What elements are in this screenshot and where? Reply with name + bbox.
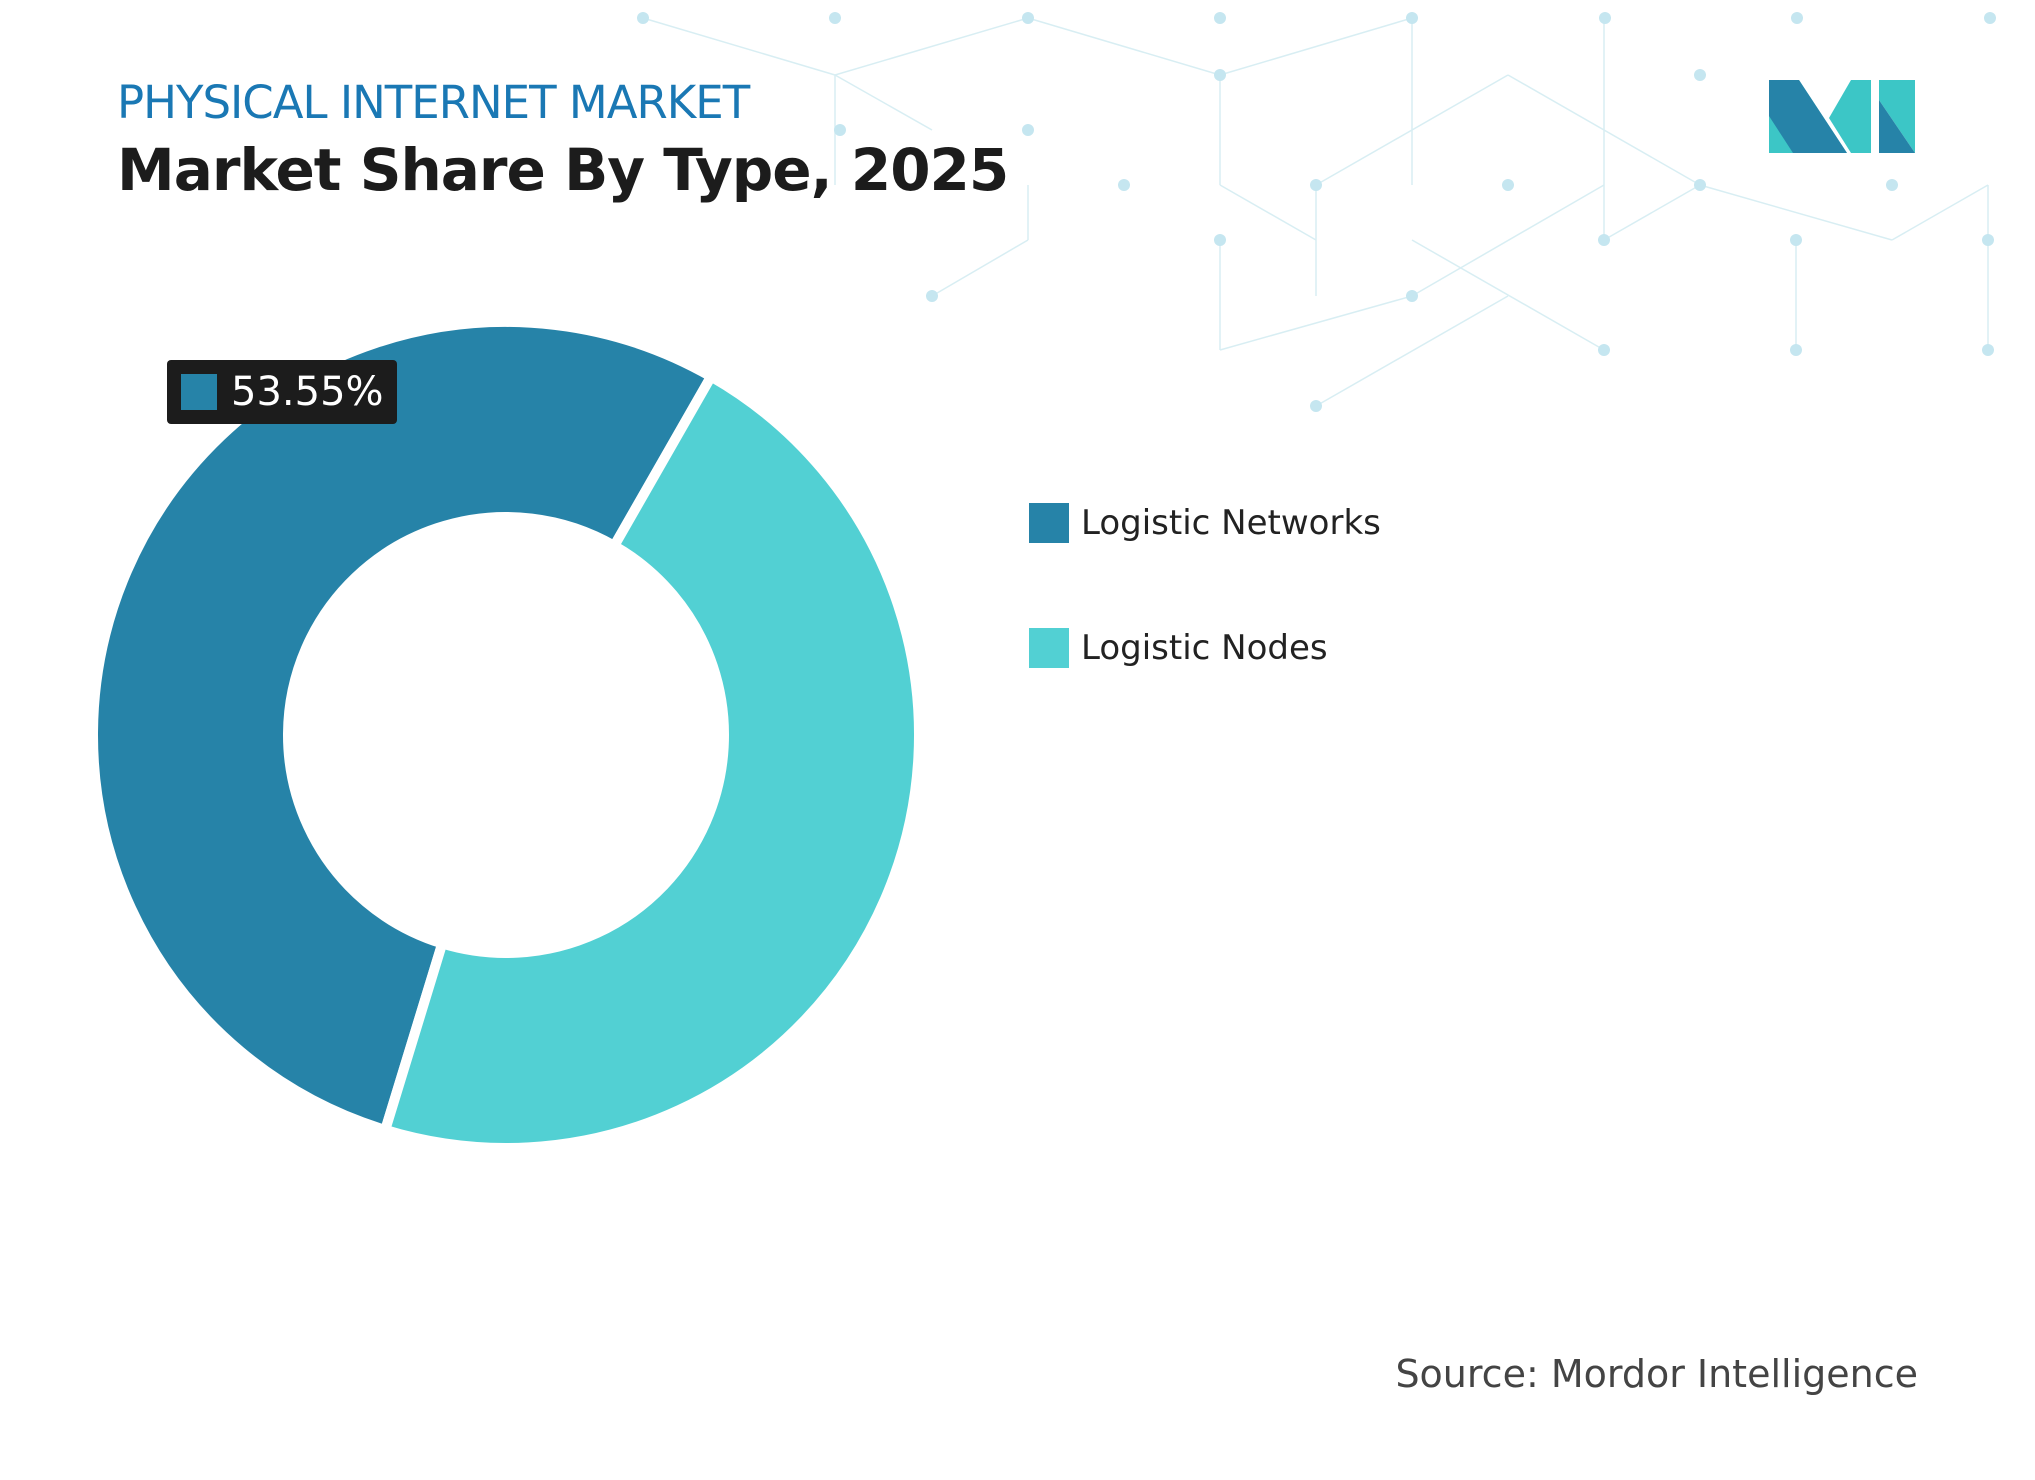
pattern-dot <box>1022 12 1034 24</box>
pattern-dot <box>1982 344 1994 356</box>
pattern-line <box>1699 184 1893 241</box>
pattern-dot <box>1599 12 1611 24</box>
pattern-dot <box>1022 124 1034 136</box>
pattern-dot <box>1214 234 1226 246</box>
pattern-dot <box>1982 234 1994 246</box>
pattern-dot <box>1694 69 1706 81</box>
donut-slice-logistic-networks <box>88 317 718 1137</box>
pattern-line <box>1891 184 1989 241</box>
pattern-dot <box>1406 12 1418 24</box>
legend-item-logistic-nodes: Logistic Nodes <box>1029 628 1328 668</box>
pattern-dot <box>1694 179 1706 191</box>
pattern-dot <box>1214 69 1226 81</box>
pattern-line <box>1219 295 1413 351</box>
pattern-dot <box>1984 12 1996 24</box>
source-note: Source: Mordor Intelligence <box>1395 1352 1918 1396</box>
pattern-dot <box>1598 234 1610 246</box>
chart-title: Market Share By Type, 2025 <box>117 136 1009 204</box>
pattern-line <box>834 17 1029 76</box>
pattern-line <box>1219 184 1317 241</box>
pattern-line <box>1411 184 1605 297</box>
pattern-line <box>1603 184 1701 241</box>
donut-slice-logistic-nodes <box>379 369 924 1153</box>
pattern-line <box>834 74 933 131</box>
pattern-dot <box>1214 12 1226 24</box>
pattern-dot <box>829 12 841 24</box>
data-label-text: 53.55% <box>231 369 384 415</box>
pattern-line <box>1027 17 1221 76</box>
legend-swatch <box>1029 628 1069 668</box>
pattern-line <box>642 17 836 76</box>
legend-label: Logistic Nodes <box>1081 628 1328 668</box>
pattern-dot <box>1502 179 1514 191</box>
chart-kicker: PHYSICAL INTERNET MARKET <box>117 76 750 129</box>
pattern-dot <box>1118 179 1130 191</box>
pattern-line <box>1219 17 1413 76</box>
legend-item-logistic-networks: Logistic Networks <box>1029 503 1381 543</box>
pattern-dot <box>1406 290 1418 302</box>
pattern-dot <box>1790 234 1802 246</box>
pattern-dot <box>1310 400 1322 412</box>
data-label-logistic-networks: 53.55% <box>167 360 397 424</box>
data-label-swatch <box>181 374 217 410</box>
legend-label: Logistic Networks <box>1081 503 1381 543</box>
pattern-dot <box>926 290 938 302</box>
pattern-dot <box>1310 179 1322 191</box>
legend-swatch <box>1029 503 1069 543</box>
pattern-dot <box>1598 344 1610 356</box>
pattern-line <box>1315 295 1509 407</box>
pattern-line <box>1411 239 1605 351</box>
pattern-line <box>931 239 1029 297</box>
pattern-dot <box>1886 179 1898 191</box>
pattern-dot <box>637 12 649 24</box>
pattern-dot <box>834 124 846 136</box>
mordor-logo <box>1769 80 1915 153</box>
pattern-dot <box>1790 344 1802 356</box>
pattern-dot <box>1791 12 1803 24</box>
